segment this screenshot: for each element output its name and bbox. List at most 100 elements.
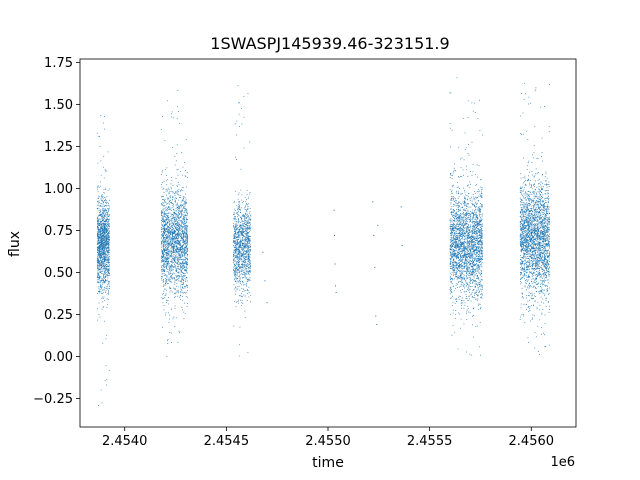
data-point: [107, 241, 109, 243]
data-point: [166, 227, 168, 229]
data-point: [181, 228, 183, 230]
data-point: [164, 248, 166, 250]
data-point: [104, 280, 106, 281]
data-point: [174, 256, 176, 258]
data-point: [458, 206, 460, 207]
data-point: [105, 276, 107, 278]
data-point: [174, 296, 176, 298]
data-point: [97, 208, 98, 210]
data-point: [100, 244, 102, 246]
data-point: [450, 290, 451, 292]
data-point: [182, 238, 184, 240]
data-point: [247, 246, 249, 248]
data-point: [107, 243, 109, 245]
data-point: [160, 261, 162, 263]
data-point: [233, 254, 235, 256]
data-point: [105, 281, 107, 282]
data-point: [237, 262, 239, 263]
data-point: [233, 249, 235, 251]
data-point: [104, 227, 106, 229]
data-point: [166, 262, 167, 264]
data-point: [171, 264, 172, 266]
data-point: [238, 268, 240, 269]
data-point: [106, 242, 108, 244]
data-point: [104, 250, 105, 252]
data-point: [102, 220, 103, 222]
data-point: [235, 216, 236, 218]
data-point: [105, 271, 107, 273]
data-point: [238, 235, 239, 237]
data-point: [173, 203, 174, 205]
data-point: [240, 225, 242, 226]
data-point: [100, 260, 102, 262]
data-point: [168, 206, 169, 208]
data-point: [183, 273, 185, 274]
data-point: [102, 196, 104, 198]
data-point: [107, 225, 109, 227]
data-point: [180, 294, 181, 296]
data-point: [469, 240, 470, 242]
data-point: [470, 198, 472, 200]
data-point: [107, 224, 109, 225]
data-point: [238, 192, 240, 194]
data-point: [104, 223, 105, 225]
data-point: [242, 227, 244, 229]
data-point: [180, 256, 182, 258]
data-point: [165, 278, 166, 279]
data-point: [167, 255, 169, 257]
data-point: [175, 265, 177, 267]
data-point: [103, 234, 105, 236]
data-point: [165, 293, 167, 295]
data-point: [175, 223, 176, 225]
data-point: [160, 234, 162, 236]
data-point: [103, 234, 105, 235]
data-point: [97, 257, 99, 259]
data-point: [108, 262, 109, 264]
data-point: [107, 281, 109, 283]
data-point: [247, 93, 249, 94]
data-point: [247, 255, 249, 257]
data-point: [183, 274, 185, 276]
data-point: [242, 257, 244, 259]
data-point: [478, 191, 480, 193]
data-point: [105, 199, 106, 200]
data-point: [97, 231, 99, 233]
data-point: [167, 254, 169, 256]
data-point: [98, 261, 100, 263]
data-point: [247, 197, 249, 199]
data-point: [239, 281, 241, 283]
data-point: [474, 253, 476, 255]
data-point: [107, 286, 109, 288]
data-point: [97, 191, 99, 193]
data-point: [99, 240, 101, 242]
data-point: [167, 261, 169, 263]
data-point: [465, 254, 467, 256]
data-point: [162, 270, 163, 272]
data-point: [166, 249, 168, 251]
data-point: [103, 232, 105, 234]
data-point: [234, 237, 236, 239]
data-point: [105, 261, 107, 263]
data-point: [97, 279, 99, 281]
data-point: [185, 271, 187, 273]
data-point: [478, 210, 480, 212]
data-point: [236, 222, 238, 224]
data-point: [244, 212, 246, 214]
data-point: [161, 220, 163, 222]
data-point: [101, 248, 103, 249]
data-point: [184, 246, 186, 248]
data-point: [97, 221, 98, 222]
data-point: [186, 272, 188, 274]
data-point: [452, 241, 454, 243]
data-point: [98, 215, 100, 216]
data-point: [478, 242, 480, 243]
data-point: [240, 230, 242, 232]
data-point: [185, 276, 187, 278]
data-point: [177, 258, 179, 259]
data-point: [452, 248, 453, 250]
data-point: [163, 202, 164, 204]
data-point: [184, 239, 186, 241]
data-point: [181, 236, 183, 238]
data-point: [177, 291, 179, 292]
data-point: [247, 248, 249, 250]
